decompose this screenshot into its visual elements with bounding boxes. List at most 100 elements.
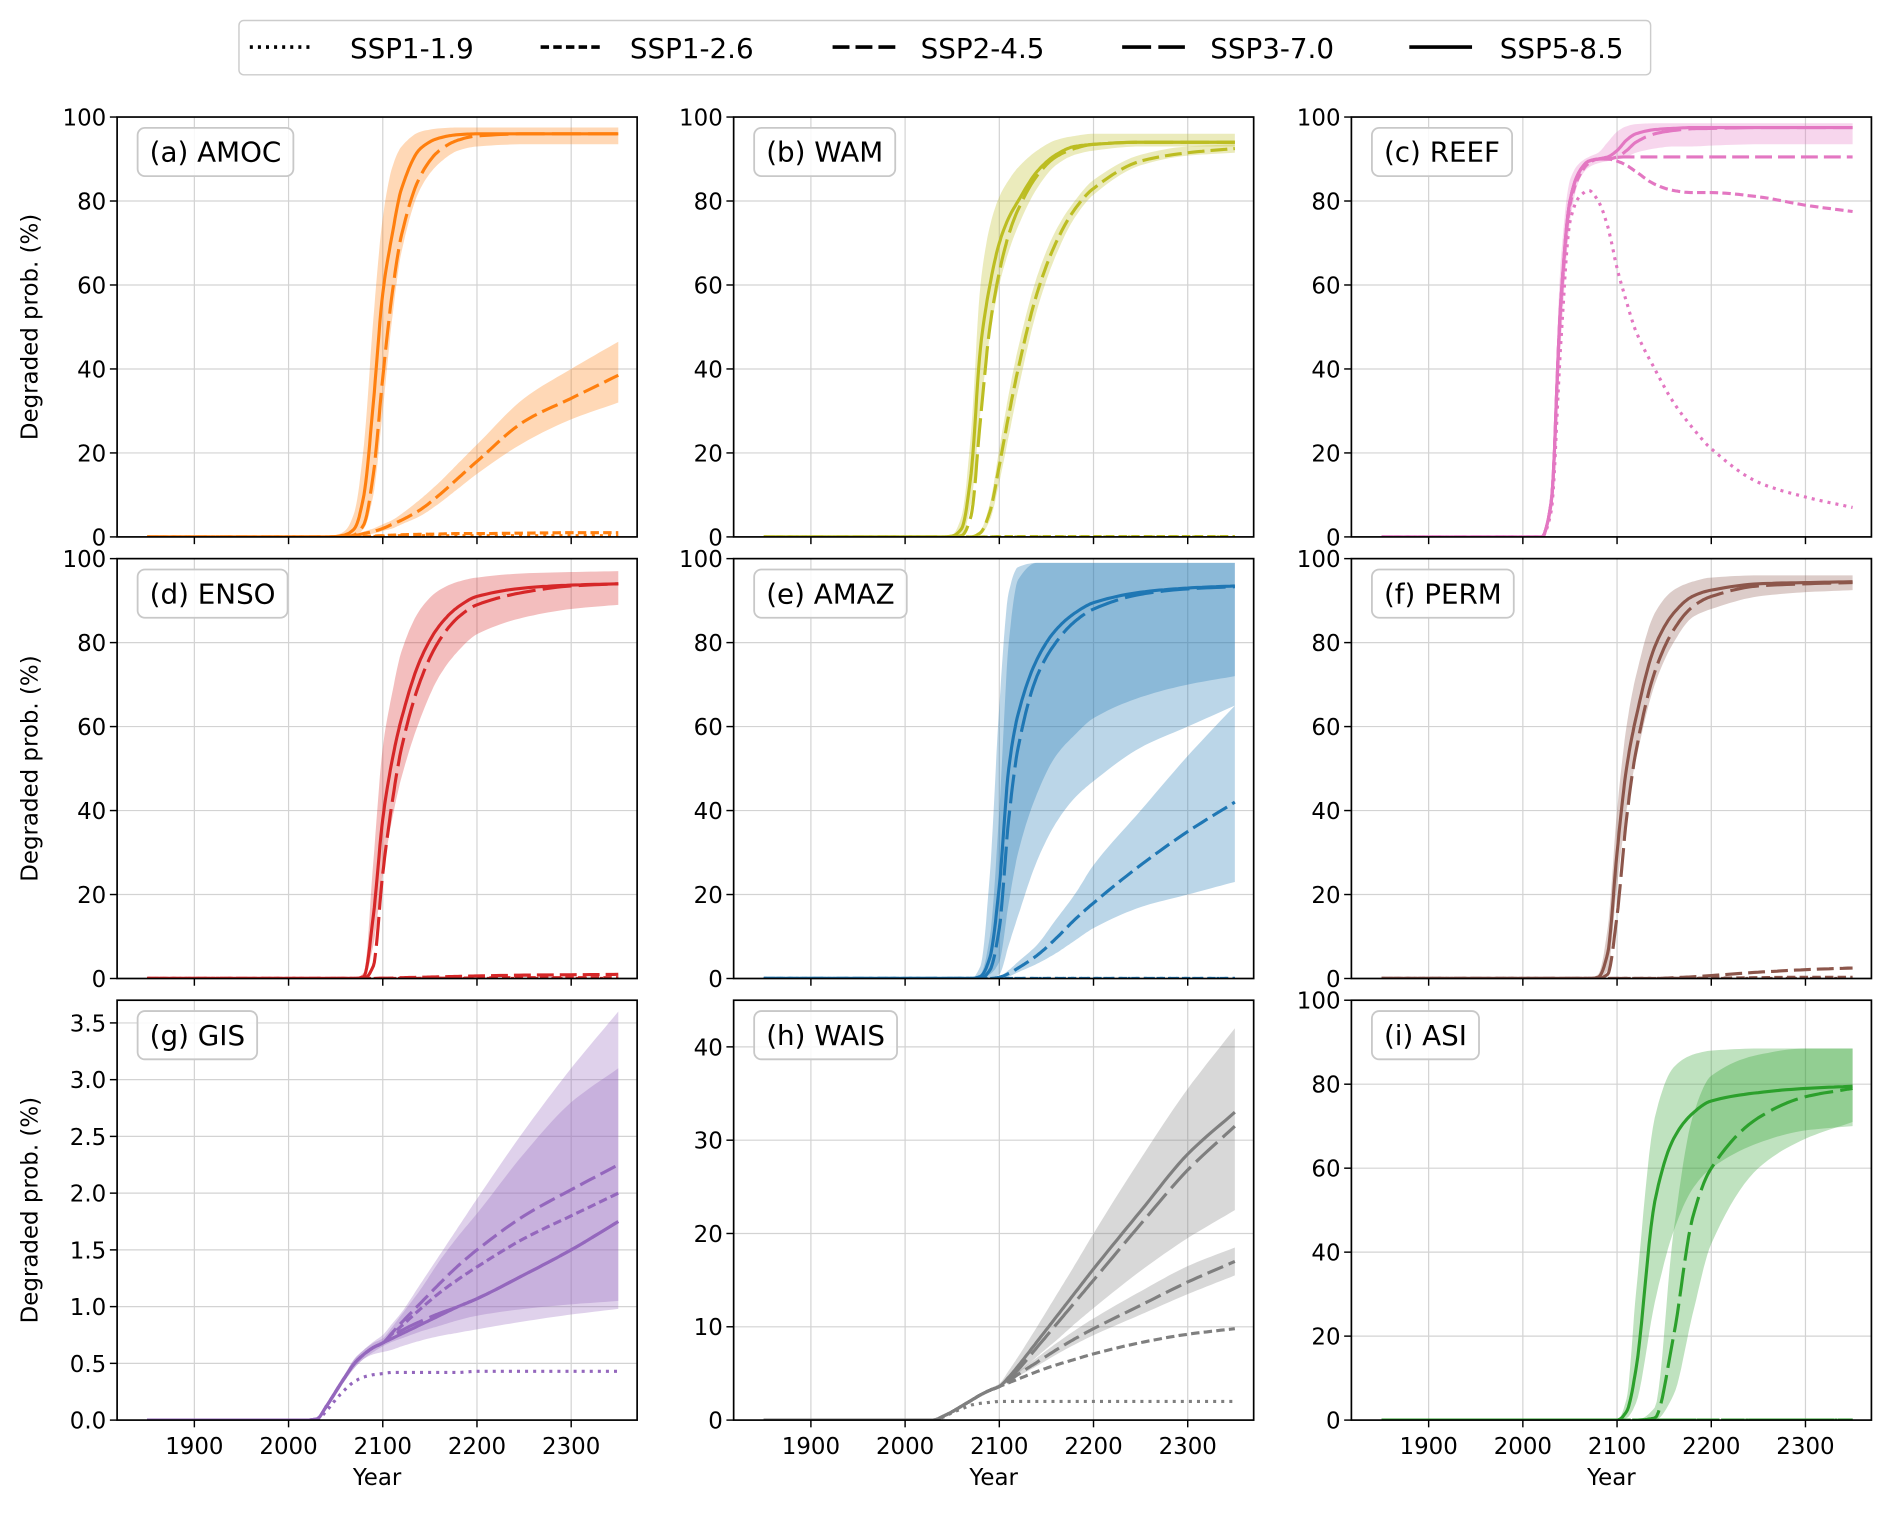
legend-label-s119: SSP1-1.9 [350,32,474,65]
panel-label-box: (i) ASI [1371,1010,1480,1061]
series-line-s585 [1381,580,1853,979]
panel-label-box: (d) ENSO [136,568,289,619]
x-tick-label: 1900 [782,1434,840,1460]
axes-frame [116,116,638,538]
axes-background [117,558,638,979]
y-tick-label: 0 [1326,525,1341,551]
legend-label-s126: SSP1-2.6 [630,32,754,65]
y-tick-label: 60 [694,273,723,299]
y-tick-label: 20 [1311,1325,1340,1351]
y-tick-label: 1.0 [70,1295,106,1321]
panel-label-frame [1371,568,1515,619]
y-axis-label: Degraded prob. (%) [17,214,43,440]
axes-frame [116,557,638,980]
x-tick-label: 2100 [1588,1434,1646,1460]
y-tick-label: 0 [1326,1409,1341,1435]
y-tick-label: 0 [92,525,107,551]
y-tick-label: 60 [1311,273,1340,299]
panel-d-enso: 0 20 40 60 80 100 Degraded prob. (%) (d) ENSO [17,547,638,993]
legend-entry-s370: SSP3-7.0 [1122,32,1334,65]
y-tick-label: 40 [694,357,723,383]
panel-label: (i) ASI [1384,1019,1467,1052]
y-tick-label: 0 [708,967,723,993]
y-tick-label: 20 [1311,441,1340,467]
y-tick-label: 80 [694,189,723,215]
panel-label-box: (g) GIS [136,1010,259,1061]
y-tick-label: 60 [77,715,106,741]
x-tick-label: 2000 [1494,1434,1552,1460]
y-tick-label: 2.0 [70,1182,106,1208]
y-tick-label: 60 [694,715,723,741]
y-tick-label: 10 [694,1315,723,1341]
x-tick-label: 2200 [1682,1434,1740,1460]
panel-label-frame [1371,1010,1480,1061]
series-line-s585 [763,140,1235,537]
y-tick-label: 20 [694,883,723,909]
series-line-s585 [763,584,1235,979]
y-tick-label: 100 [1297,547,1341,573]
series-line-s585 [147,132,619,537]
panel-b-wam: 0 20 40 60 80 100 (b) WAM [679,105,1255,551]
y-tick-label: 80 [1311,189,1340,215]
x-axis-label: Year [1586,1465,1636,1491]
uncertainty-band-s585 [147,1011,619,1421]
panel-c-reef: 0 20 40 60 80 100 (c) REEF [1297,105,1873,551]
legend-frame [238,19,1652,76]
y-tick-label: 60 [77,273,106,299]
y-tick-label: 40 [1311,357,1340,383]
y-tick-label: 80 [694,631,723,657]
legend-label-s370: SSP3-7.0 [1210,32,1334,65]
panel-label-frame [136,568,289,619]
y-tick-label: 40 [1311,799,1340,825]
uncertainty-band-s245 [147,1068,619,1421]
y-tick-label: 80 [77,189,106,215]
y-tick-label: 0 [92,967,107,993]
y-tick-label: 20 [77,441,106,467]
panel-e-amaz: 0 20 40 60 80 100 (e) AMAZ [679,547,1255,993]
panel-label-frame [753,568,908,619]
x-tick-label: 2300 [1159,1434,1217,1460]
axes-frame [732,116,1255,538]
panel-label: (b) WAM [766,136,883,169]
legend-entry-s126: SSP1-2.6 [540,32,754,65]
y-axis-label: Degraded prob. (%) [17,1097,43,1323]
panel-label-box: (b) WAM [753,126,897,178]
uncertainty-band-s245 [147,341,619,537]
y-tick-label: 80 [1311,631,1340,657]
uncertainty-band-s370 [763,562,1235,979]
panel-label: (c) REEF [1384,136,1500,169]
uncertainty-band-s370 [1381,1048,1853,1421]
x-tick-label: 2000 [259,1434,317,1460]
panel-label-box: (e) AMAZ [753,568,908,619]
uncertainty-band-s245 [763,144,1235,537]
y-tick-label: 0 [708,1409,723,1435]
y-tick-label: 40 [694,799,723,825]
x-tick-label: 2100 [970,1434,1028,1460]
uncertainty-band-s245 [763,705,1235,979]
panel-label-frame [1371,126,1513,178]
panel-g-gis: 1900 2000 2100 2200 2300 0.0 0.5 1.0 1.5 2.0 2.5 3.… [17,999,638,1491]
axes-frame [1350,116,1873,538]
axes-frame [1350,557,1873,980]
legend: SSP1-1.9 SSP1-2.6 SSP2-4.5 SSP3-7.0 SSP5-8.5 [238,19,1652,76]
panel-label-frame [136,126,295,178]
x-axis-label: Year [968,1465,1018,1491]
panel-label-box: (a) AMOC [136,126,295,178]
axes-background [1351,1000,1872,1421]
x-tick-label: 2300 [542,1434,600,1460]
y-tick-label: 20 [77,883,106,909]
uncertainty-band-s585 [1381,1048,1853,1421]
y-tick-label: 100 [1297,105,1341,131]
panel-label-box: (h) WAIS [753,1010,898,1061]
legend-label-s585: SSP5-8.5 [1500,32,1624,65]
series-line-s245 [763,146,1235,537]
y-tick-label: 20 [694,441,723,467]
y-tick-label: 40 [694,1035,723,1061]
panel-label: (d) ENSO [150,577,276,610]
panel-i-asi: 1900 2000 2100 2200 2300 0 20 40 60 80 100 Year (i) … [1297,989,1873,1491]
series-line-s370 [147,582,619,979]
y-tick-label: 0.5 [70,1352,106,1378]
panel-label: (f) PERM [1384,577,1502,610]
panel-label: (a) AMOC [150,136,282,169]
